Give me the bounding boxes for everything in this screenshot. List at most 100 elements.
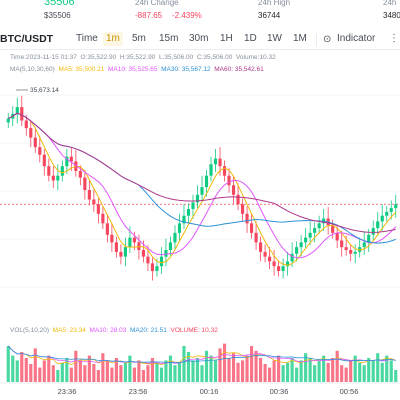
volume-bar xyxy=(177,362,182,382)
volume-bar xyxy=(200,365,204,382)
candle-body xyxy=(15,107,19,114)
ohlc-info: Time:2023-11-15 01:37 O:35,522.90 H:35,5… xyxy=(10,54,276,61)
volume-bar xyxy=(385,355,389,382)
volume-bar xyxy=(119,365,123,382)
volume-bar xyxy=(218,348,222,382)
interval-5m[interactable]: 5m xyxy=(132,33,146,44)
volume-bar xyxy=(362,365,366,382)
candle-body xyxy=(168,242,173,250)
volume-bar xyxy=(371,360,375,382)
candle-body xyxy=(60,166,64,176)
vol-ma10: MA10: 28.03 xyxy=(89,327,127,334)
candle-body xyxy=(42,154,46,167)
candle-body xyxy=(394,204,398,209)
interval-15m[interactable]: 15m xyxy=(159,33,179,44)
pair-symbol[interactable]: BTC/USDT xyxy=(0,33,54,45)
volume-bar xyxy=(335,350,339,382)
ohlc-close: C:35,506.00 xyxy=(196,54,233,61)
volume-bar xyxy=(114,358,118,382)
ma60-value: MA60: 35,542.61 xyxy=(214,66,264,73)
candle-body xyxy=(65,156,69,167)
volume-bar xyxy=(159,367,164,382)
last-price-usd: $35506 xyxy=(44,11,71,20)
volume-bar xyxy=(173,365,177,382)
volume-bar xyxy=(394,370,398,382)
volume-bar xyxy=(132,367,136,382)
candle-body xyxy=(367,234,371,243)
candle-body xyxy=(344,247,348,250)
candle-body xyxy=(313,228,317,233)
candle-body xyxy=(177,223,182,233)
ohlc-time: Time:2023-11-15 01:37 xyxy=(10,54,77,61)
toolbar-divider xyxy=(316,34,317,46)
interval-30m[interactable]: 30m xyxy=(189,33,209,44)
indicator-icon[interactable]: ⊙ xyxy=(323,34,332,45)
candle-body xyxy=(227,175,231,186)
candle-body xyxy=(249,223,254,233)
interval-1w[interactable]: 1W xyxy=(267,33,282,44)
ma5-line xyxy=(8,112,397,266)
volume-bar xyxy=(213,360,218,382)
volume-bar xyxy=(308,358,312,382)
candle-body xyxy=(380,215,384,222)
volume-bar xyxy=(83,365,87,382)
more-icon[interactable]: ⋮ xyxy=(389,33,399,44)
candle-body xyxy=(83,177,87,190)
candle-body xyxy=(213,158,218,165)
candle-body xyxy=(137,242,141,250)
volume-bar xyxy=(249,346,254,382)
volume-bar xyxy=(299,360,303,382)
volume-bar xyxy=(65,358,69,382)
volume-bar xyxy=(101,353,105,382)
volume-bar xyxy=(20,352,24,382)
volume-bar xyxy=(137,360,141,382)
candle-body xyxy=(200,187,204,195)
interval-1m-month[interactable]: 1M xyxy=(293,33,307,44)
volume-bar xyxy=(263,364,267,382)
change-pct: -2.439% xyxy=(172,11,202,20)
time-axis-label: 23:56 xyxy=(129,387,148,396)
candle-body xyxy=(371,228,375,235)
volume-bar xyxy=(56,370,60,382)
candle-body xyxy=(317,223,321,229)
tab-time[interactable]: Time xyxy=(76,33,98,44)
volume-bar xyxy=(92,364,96,382)
volume-bar xyxy=(317,360,321,382)
volume-bar xyxy=(155,362,159,382)
candle-body xyxy=(218,158,222,167)
volume-bar xyxy=(69,367,73,382)
candle-body xyxy=(231,185,236,195)
volume-bar xyxy=(96,370,100,382)
candle-body xyxy=(20,107,24,121)
volume-bar xyxy=(42,360,46,382)
volume-bar xyxy=(29,364,33,382)
interval-1h[interactable]: 1H xyxy=(220,33,233,44)
volume-bar xyxy=(349,360,353,382)
volume-bar xyxy=(11,355,15,382)
ma5-value: MA5: 35,500.21 xyxy=(58,66,105,73)
volume-bar xyxy=(268,367,272,382)
candle-body xyxy=(349,250,353,254)
time-axis-label: 00:56 xyxy=(340,387,359,396)
candle-body xyxy=(101,213,105,224)
candle-body xyxy=(92,199,96,205)
volume-bar xyxy=(204,350,209,382)
time-axis-label: 23:36 xyxy=(58,387,77,396)
candle-body xyxy=(78,170,82,178)
low-value: 3480 xyxy=(383,11,400,20)
candle-body xyxy=(150,263,155,271)
volume-bar xyxy=(209,355,213,382)
candle-body xyxy=(331,225,335,233)
interval-1m[interactable]: 1m xyxy=(103,32,123,46)
candle-body xyxy=(33,137,37,148)
interval-1d[interactable]: 1D xyxy=(244,33,257,44)
volume-bar xyxy=(353,355,357,382)
candle-body xyxy=(123,247,127,257)
volume-bar xyxy=(227,358,231,382)
time-axis-label: 00:16 xyxy=(200,387,219,396)
indicator-button[interactable]: Indicator xyxy=(337,33,376,44)
candle-body xyxy=(29,128,33,138)
volume-bar xyxy=(326,362,330,382)
candle-body xyxy=(376,221,380,229)
